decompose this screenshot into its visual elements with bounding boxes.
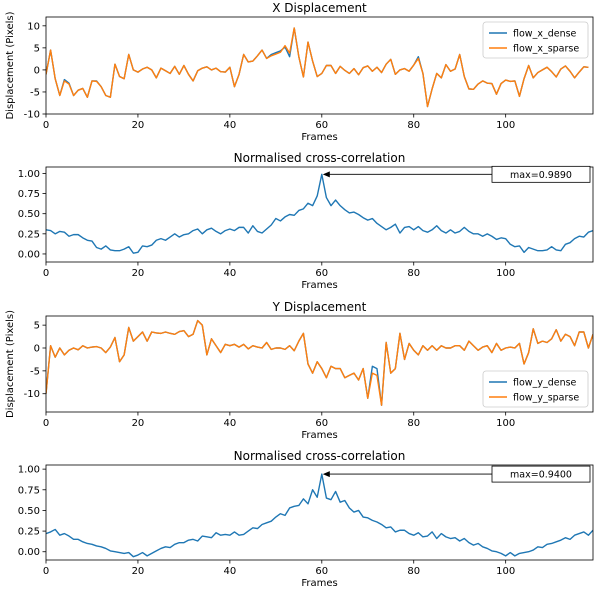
x-tick-label: 20 bbox=[132, 566, 145, 577]
chart-title: X Displacement bbox=[272, 1, 367, 15]
max-annotation: max=0.9890 bbox=[322, 165, 591, 183]
legend-box bbox=[482, 21, 589, 59]
x-tick-label: 60 bbox=[315, 566, 328, 577]
series-line-ncc_y bbox=[46, 473, 593, 558]
annotation-arrow-head bbox=[322, 471, 330, 478]
chart-panel-4: Normalised cross-correlation 0 20 40 60 80 100… bbox=[18, 449, 594, 589]
x-tick-label: 40 bbox=[223, 268, 236, 279]
x-tick-label: 0 bbox=[43, 268, 49, 279]
legend-label-flow_y_sparse: flow_y_sparse bbox=[513, 393, 579, 404]
legend-label-flow_x_sparse: flow_x_sparse bbox=[513, 44, 579, 55]
plot-area bbox=[46, 473, 593, 558]
y-tick-label: 1.00 bbox=[18, 465, 40, 476]
y-tick-label: 0.50 bbox=[18, 506, 40, 517]
x-axis-label: Frames bbox=[301, 578, 337, 589]
x-tick-label: 40 bbox=[223, 418, 236, 429]
y-tick-label: 5 bbox=[34, 43, 40, 54]
x-tick-label: 40 bbox=[223, 120, 236, 131]
x-tick-label: 40 bbox=[223, 566, 236, 577]
axes-frame bbox=[45, 16, 594, 115]
y-tick-label: 10 bbox=[27, 21, 40, 32]
y-tick-label: 0.25 bbox=[18, 527, 40, 538]
x-tick-label: 60 bbox=[315, 120, 328, 131]
x-tick-label: 60 bbox=[315, 268, 328, 279]
x-tick-label: 100 bbox=[496, 268, 515, 279]
x-tick-label: 0 bbox=[43, 418, 49, 429]
y-tick-label: 0.25 bbox=[18, 229, 40, 240]
series-line-ncc_x bbox=[46, 173, 593, 254]
y-tick-label: 0.75 bbox=[18, 485, 40, 496]
x-tick-label: 80 bbox=[407, 566, 420, 577]
x-tick-label: 0 bbox=[43, 120, 49, 131]
axes-frame bbox=[45, 166, 594, 263]
legend: flow_y_dense flow_y_sparse bbox=[482, 370, 589, 408]
y-tick-label: -10 bbox=[24, 110, 40, 121]
plot-area bbox=[46, 319, 593, 406]
y-tick-label: 0.50 bbox=[18, 209, 40, 220]
x-tick-label: 60 bbox=[315, 418, 328, 429]
legend-box bbox=[482, 370, 589, 408]
x-tick-label: 100 bbox=[496, 566, 515, 577]
y-tick-label: -5 bbox=[30, 366, 40, 377]
chart-title: Normalised cross-correlation bbox=[234, 449, 406, 463]
x-tick-label: 80 bbox=[407, 418, 420, 429]
x-axis-label: Frames bbox=[301, 430, 337, 441]
x-axis-label: Frames bbox=[301, 132, 337, 143]
chart-panel-3: Y Displacement 0 20 40 60 80 100 -10 -5 0 5 Frames D… bbox=[5, 300, 594, 441]
annotation-box bbox=[491, 165, 591, 183]
series-line-flow_x_sparse bbox=[46, 27, 589, 108]
annotation-text: max=0.9890 bbox=[510, 170, 572, 181]
axes-frame bbox=[45, 464, 594, 561]
y-tick-label: 0 bbox=[34, 65, 40, 76]
y-axis-label: Displacement (Pixels) bbox=[5, 11, 16, 119]
x-tick-label: 20 bbox=[132, 418, 145, 429]
chart-title: Y Displacement bbox=[272, 300, 367, 314]
y-tick-label: 5 bbox=[34, 321, 40, 332]
x-tick-label: 100 bbox=[496, 418, 515, 429]
x-tick-label: 80 bbox=[407, 120, 420, 131]
annotation-arrow-head bbox=[322, 171, 330, 178]
y-tick-label: 1.00 bbox=[18, 169, 40, 180]
legend-label-flow_y_dense: flow_y_dense bbox=[513, 378, 577, 389]
y-tick-label: 0.75 bbox=[18, 189, 40, 200]
x-axis-label: Frames bbox=[301, 280, 337, 291]
x-tick-label: 20 bbox=[132, 120, 145, 131]
x-tick-label: 0 bbox=[43, 566, 49, 577]
y-tick-label: 0.00 bbox=[18, 547, 40, 558]
y-axis-label: Displacement (Pixels) bbox=[5, 310, 16, 418]
plot-area bbox=[46, 27, 589, 108]
y-tick-label: -10 bbox=[24, 389, 40, 400]
y-tick-label: -5 bbox=[30, 87, 40, 98]
annotation-box bbox=[491, 465, 591, 483]
legend-label-flow_x_dense: flow_x_dense bbox=[513, 29, 577, 40]
legend: flow_x_dense flow_x_sparse bbox=[482, 21, 589, 59]
x-tick-label: 20 bbox=[132, 268, 145, 279]
chart-panel-2: Normalised cross-correlation 0 20 40 60 80 100… bbox=[18, 151, 594, 291]
series-line-flow_y_sparse bbox=[46, 319, 593, 406]
annotation-text: max=0.9400 bbox=[510, 470, 572, 481]
y-tick-label: 0 bbox=[34, 344, 40, 355]
axes-frame bbox=[45, 315, 594, 413]
chart-title: Normalised cross-correlation bbox=[234, 151, 406, 165]
x-tick-label: 80 bbox=[407, 268, 420, 279]
plot-area bbox=[46, 173, 593, 254]
max-annotation: max=0.9400 bbox=[322, 465, 591, 483]
chart-panel-1: X Displacement 0 20 40 60 80 100 -10 -5 0 5 10 Frame… bbox=[5, 1, 594, 143]
x-tick-label: 100 bbox=[496, 120, 515, 131]
y-tick-label: 0.00 bbox=[18, 249, 40, 260]
